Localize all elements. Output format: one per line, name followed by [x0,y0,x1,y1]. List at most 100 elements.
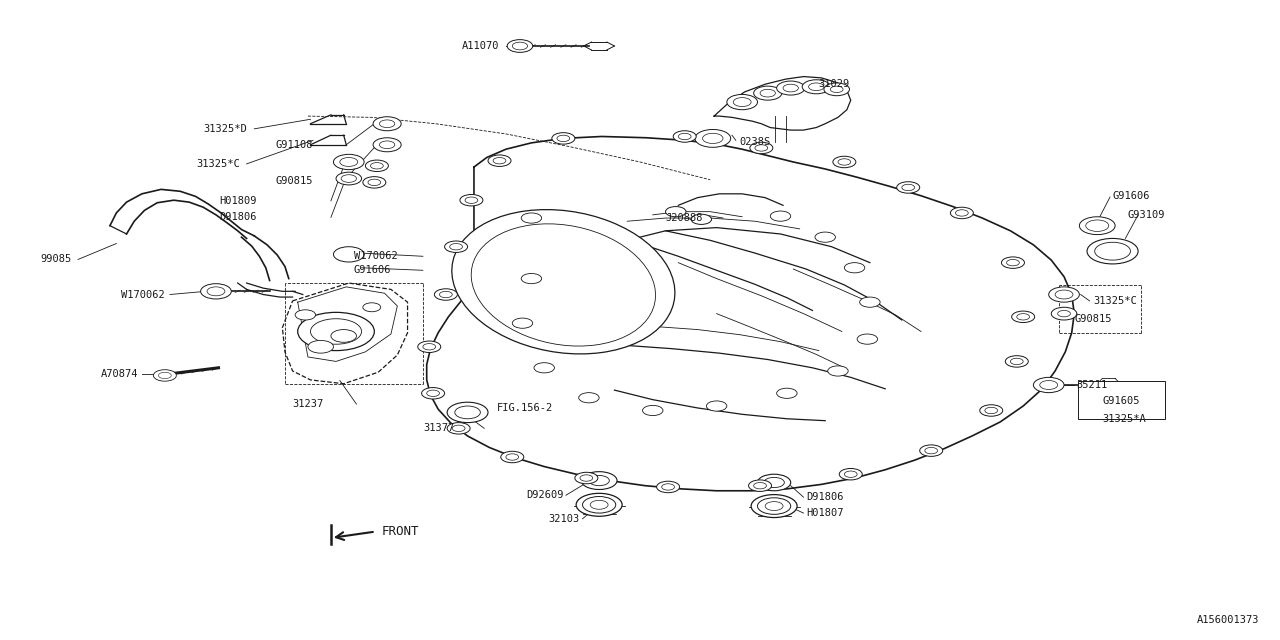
Circle shape [777,81,805,95]
Circle shape [703,133,723,143]
Circle shape [754,483,767,489]
Text: G91606: G91606 [1112,191,1149,201]
Circle shape [372,116,401,131]
Circle shape [365,160,388,172]
Circle shape [777,388,797,398]
Circle shape [897,182,920,193]
Circle shape [332,330,356,342]
Circle shape [590,500,608,509]
Text: FIG.156-2: FIG.156-2 [497,403,553,413]
Circle shape [557,135,570,141]
Ellipse shape [452,210,675,354]
Circle shape [449,244,462,250]
Circle shape [764,477,785,488]
Circle shape [500,451,524,463]
Circle shape [493,157,506,164]
Text: FRONT: FRONT [381,525,420,538]
Circle shape [727,95,758,109]
Circle shape [754,86,782,100]
Text: D92609: D92609 [526,490,563,500]
Circle shape [447,402,488,422]
Circle shape [815,232,836,243]
Text: H01809: H01809 [219,196,257,206]
Text: 0238S: 0238S [740,136,771,147]
Circle shape [662,484,675,490]
Circle shape [1001,257,1024,268]
Text: D91806: D91806 [219,212,257,223]
Circle shape [831,86,844,93]
Circle shape [643,405,663,415]
Circle shape [581,472,617,490]
Circle shape [657,481,680,493]
Circle shape [154,370,177,381]
Circle shape [454,406,480,419]
Circle shape [1016,314,1029,320]
Text: 31325*C: 31325*C [1093,296,1137,306]
Circle shape [1033,378,1064,393]
Circle shape [308,340,334,353]
Text: 31237: 31237 [293,399,324,409]
Text: A11070: A11070 [462,41,499,51]
Circle shape [296,310,316,320]
Circle shape [1085,220,1108,232]
Circle shape [507,40,532,52]
Text: 31325*D: 31325*D [202,124,247,134]
Circle shape [750,142,773,154]
Circle shape [488,155,511,166]
Text: G91108: G91108 [276,140,314,150]
Circle shape [439,291,452,298]
Text: 31325*C: 31325*C [196,159,241,169]
Circle shape [1006,259,1019,266]
Circle shape [298,312,374,351]
Circle shape [1055,290,1073,299]
Circle shape [460,195,483,206]
Text: 31029: 31029 [819,79,850,89]
Circle shape [979,404,1002,416]
Text: G93109: G93109 [1128,210,1165,220]
Circle shape [311,319,361,344]
Circle shape [666,207,686,217]
Circle shape [833,156,856,168]
Circle shape [1005,356,1028,367]
Circle shape [824,83,850,96]
Circle shape [512,42,527,50]
Circle shape [589,476,609,486]
Circle shape [521,213,541,223]
Circle shape [809,83,824,91]
Text: G91605: G91605 [1102,396,1140,406]
Circle shape [552,132,575,144]
Circle shape [452,425,465,431]
Circle shape [1087,239,1138,264]
Circle shape [955,210,968,216]
Circle shape [207,287,225,296]
Circle shape [1048,287,1079,302]
Circle shape [755,145,768,151]
Circle shape [673,131,696,142]
Circle shape [733,98,751,106]
Text: W170062: W170062 [122,289,165,300]
Bar [1078,381,1165,419]
Circle shape [579,393,599,403]
Ellipse shape [471,224,655,346]
Circle shape [758,498,791,515]
Circle shape [362,177,385,188]
Text: G91606: G91606 [353,266,392,275]
Circle shape [379,120,394,127]
Circle shape [362,303,380,312]
Circle shape [771,211,791,221]
Circle shape [434,289,457,300]
Text: D91806: D91806 [806,492,844,502]
Text: H01807: H01807 [806,508,844,518]
Circle shape [902,184,915,191]
Circle shape [920,445,942,456]
Text: 31377: 31377 [422,423,454,433]
Text: A156001373: A156001373 [1197,614,1260,625]
Circle shape [340,157,357,166]
Circle shape [334,246,364,262]
Text: G90815: G90815 [276,176,314,186]
Circle shape [950,207,973,219]
Circle shape [783,84,799,92]
Circle shape [751,495,797,518]
Circle shape [765,502,783,511]
Circle shape [506,454,518,460]
